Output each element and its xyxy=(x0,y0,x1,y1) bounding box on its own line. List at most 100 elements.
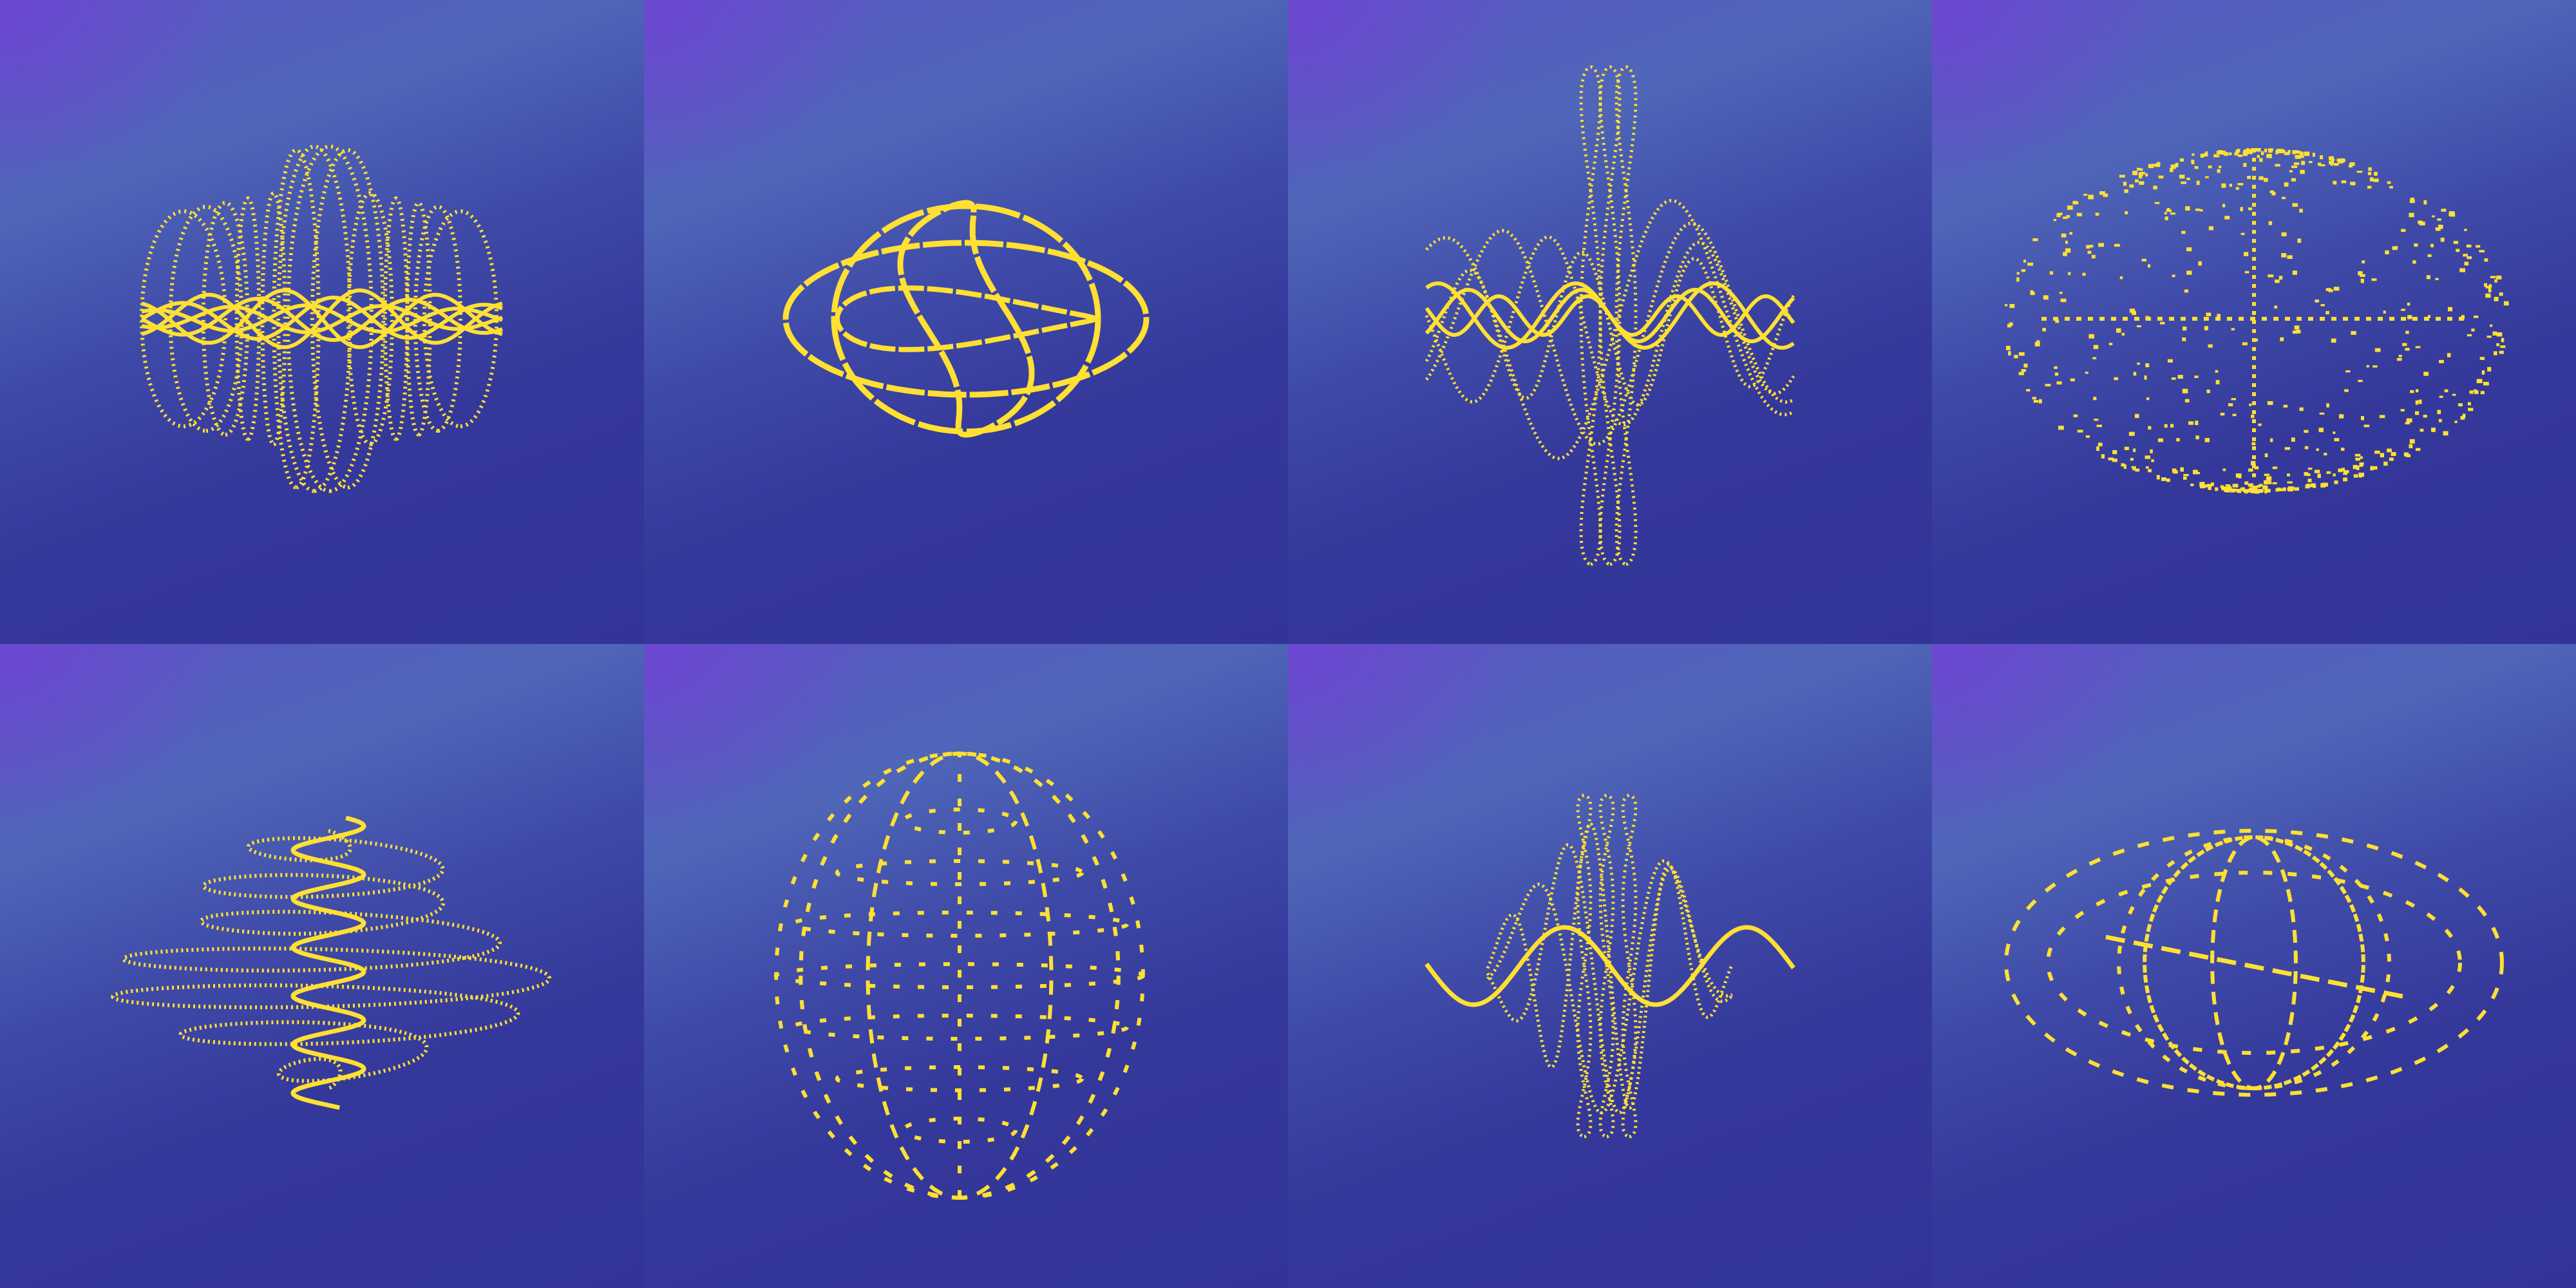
scatter-dash xyxy=(2264,489,2271,492)
scatter-dash xyxy=(2479,357,2485,360)
scatter-dash xyxy=(2098,442,2103,446)
scatter-dash xyxy=(2132,468,2136,471)
scatter-dash xyxy=(2483,381,2489,386)
scatter-dash xyxy=(2160,321,2165,325)
scatter-dash xyxy=(2406,454,2410,458)
scatter-dash xyxy=(2410,197,2414,202)
figure-scattered-spheroid xyxy=(2004,148,2509,494)
scatter-dash xyxy=(2307,468,2313,470)
scatter-dash xyxy=(2092,357,2097,359)
scatter-dash xyxy=(2061,233,2067,238)
scatter-dash xyxy=(2166,478,2170,482)
scatter-dash xyxy=(2356,171,2363,173)
curve-stroke xyxy=(346,191,394,446)
scatter-dash xyxy=(2150,449,2153,453)
scatter-dash xyxy=(2407,315,2412,319)
scatter-dash xyxy=(2244,489,2247,493)
scatter-dash xyxy=(2073,414,2078,417)
scatter-dash xyxy=(2091,254,2096,259)
scatter-dash xyxy=(2278,276,2283,280)
scatter-dash xyxy=(2222,487,2228,490)
curve-stroke xyxy=(1621,793,1638,1139)
scatter-dash xyxy=(2297,238,2302,243)
scatter-dash xyxy=(2300,169,2305,175)
curve-stroke xyxy=(2143,835,2365,1090)
scatter-dash xyxy=(2385,250,2389,254)
scatter-dash xyxy=(2116,328,2121,333)
scatter-dash xyxy=(2195,421,2199,425)
scatter-dash xyxy=(2405,348,2409,351)
scatter-dash xyxy=(2473,316,2479,318)
curve-stroke xyxy=(1486,843,1734,1115)
scatter-dash xyxy=(2474,390,2479,394)
scatter-dash xyxy=(2173,470,2178,474)
scatter-dash xyxy=(2108,457,2114,460)
scatter-dash xyxy=(2008,351,2011,355)
scatter-dash xyxy=(2264,453,2268,457)
scatter-dash xyxy=(2036,340,2040,343)
scatter-dash xyxy=(2125,211,2128,214)
scatter-dash xyxy=(2405,330,2409,334)
scatter-dash xyxy=(2153,185,2157,190)
scatter-dash xyxy=(2481,370,2485,375)
scatter-dash xyxy=(2419,399,2422,404)
curve-stroke xyxy=(111,829,552,1090)
scatter-dash xyxy=(2195,208,2201,211)
scatter-dash xyxy=(2367,185,2372,189)
scatter-dash xyxy=(2345,370,2351,373)
scatter-dash xyxy=(2499,292,2503,296)
scatter-dash xyxy=(2246,489,2250,493)
scatter-dash xyxy=(2195,435,2199,440)
scatter-dash xyxy=(2101,454,2105,459)
scatter-dash xyxy=(2423,200,2427,205)
scatter-dash xyxy=(2287,486,2292,489)
scatter-dash xyxy=(2325,310,2329,315)
scatter-dash xyxy=(2244,270,2249,274)
scatter-dash xyxy=(2123,182,2127,186)
scatter-dash xyxy=(2021,269,2026,272)
scatter-dash xyxy=(2435,278,2439,280)
scatter-dash xyxy=(2317,473,2321,478)
scatter-dash xyxy=(2468,408,2474,412)
scatter-dash xyxy=(2334,480,2338,484)
scatter-dash xyxy=(2088,194,2094,200)
scatter-dash xyxy=(2208,166,2212,169)
scatter-dash xyxy=(2137,167,2141,171)
scatter-dash xyxy=(2256,489,2262,493)
scatter-dash xyxy=(2463,254,2468,257)
curve-stroke xyxy=(1486,859,1733,1115)
scatter-dash xyxy=(2018,372,2024,375)
scatter-dash xyxy=(2458,403,2463,406)
scatter-dash xyxy=(2490,276,2496,278)
scatter-dash xyxy=(2494,351,2497,355)
scatter-dash xyxy=(2137,325,2141,328)
scatter-dash xyxy=(2232,413,2237,417)
scatter-dash xyxy=(2054,366,2058,369)
curve-stroke xyxy=(1425,925,1795,1007)
scatter-dash xyxy=(2199,209,2203,212)
scatter-dash xyxy=(2441,209,2447,212)
scatter-dash xyxy=(2014,355,2018,359)
scatter-dash xyxy=(2030,290,2034,294)
scatter-dash xyxy=(2141,258,2146,261)
scatter-dash xyxy=(2315,299,2319,303)
scatter-dash xyxy=(2236,149,2240,151)
scatter-dash xyxy=(2336,158,2340,162)
scatter-dash xyxy=(2383,310,2386,314)
scatter-dash xyxy=(2222,468,2226,471)
scatter-dash xyxy=(2389,185,2393,189)
scatter-dash xyxy=(2229,184,2232,187)
scatter-dash xyxy=(2088,334,2094,339)
scatter-dash xyxy=(2264,148,2268,153)
scatter-dash xyxy=(2344,389,2349,392)
scatter-dash xyxy=(2067,205,2073,210)
scatter-dash xyxy=(2056,213,2061,218)
scatter-dash xyxy=(2045,384,2051,386)
scatter-dash xyxy=(2319,412,2325,415)
scatter-dash xyxy=(2406,418,2412,422)
scatter-dash xyxy=(2309,161,2313,164)
scatter-dash xyxy=(2438,224,2443,229)
scatter-dash xyxy=(2379,415,2385,419)
curve-stroke xyxy=(290,815,366,1110)
scatter-dash xyxy=(2320,155,2323,160)
